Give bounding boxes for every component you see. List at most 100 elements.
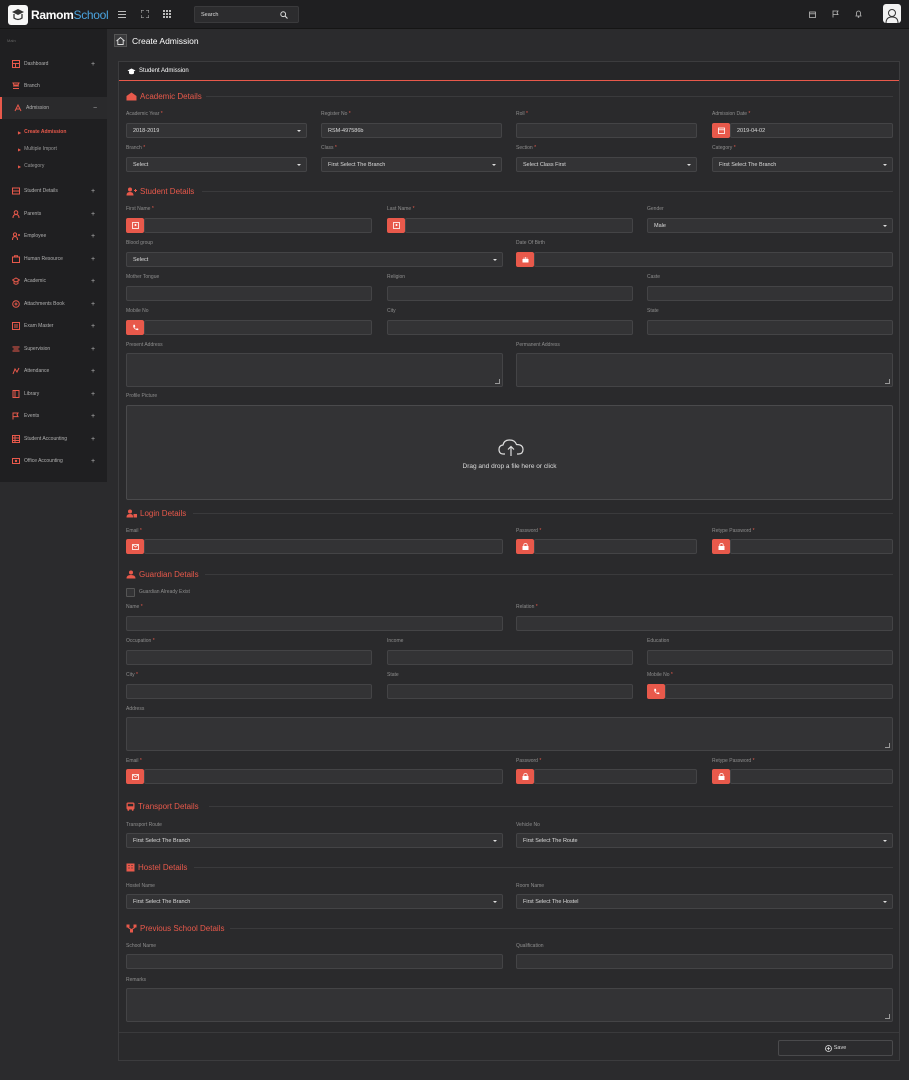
calendar-icon[interactable] xyxy=(712,123,730,138)
avatar[interactable] xyxy=(883,4,901,23)
admission-icon xyxy=(13,104,22,112)
guardian-city-input[interactable] xyxy=(126,684,372,699)
retype-password-input[interactable] xyxy=(730,539,893,554)
search-icon[interactable] xyxy=(280,10,288,19)
guardian-address-textarea[interactable] xyxy=(126,717,893,751)
divider xyxy=(230,928,893,929)
room-name-select[interactable]: First Select The Hostel xyxy=(516,894,893,909)
branch-select[interactable]: Select xyxy=(126,157,307,172)
vehicle-no-select[interactable]: First Select The Route xyxy=(516,833,893,848)
sidebar-item-admission[interactable]: Admission − xyxy=(0,97,107,119)
sidebar-item-parents[interactable]: Parents + xyxy=(0,203,107,225)
search-input[interactable] xyxy=(195,11,280,18)
bus-icon xyxy=(126,802,135,811)
guardian-password-label: Password * xyxy=(516,758,542,764)
class-select[interactable]: First Select The Branch xyxy=(321,157,502,172)
sidebar-item-student-accounting[interactable]: Student Accounting + xyxy=(0,428,107,450)
password-input[interactable] xyxy=(534,539,697,554)
accounting-icon xyxy=(11,435,20,443)
guardian-email-input[interactable] xyxy=(144,769,503,784)
transport-route-select[interactable]: First Select The Branch xyxy=(126,833,503,848)
brand-logo[interactable]: RamomSchool xyxy=(8,4,109,25)
register-no-label: Register No * xyxy=(321,111,351,117)
first-name-input[interactable] xyxy=(144,218,372,233)
search-box xyxy=(194,6,299,23)
remarks-textarea[interactable] xyxy=(126,988,893,1022)
save-button[interactable]: Save xyxy=(778,1040,893,1056)
blood-group-label: Blood group xyxy=(126,240,153,246)
sidebar-item-events[interactable]: Events + xyxy=(0,405,107,427)
guardian-name-input[interactable] xyxy=(126,616,503,631)
roll-label: Roll * xyxy=(516,111,528,117)
panel-header: Student Admission xyxy=(119,62,899,81)
calendar-icon[interactable] xyxy=(805,7,819,21)
home-icon[interactable] xyxy=(114,34,127,47)
qualification-input[interactable] xyxy=(516,954,893,969)
sidebar-item-attendance[interactable]: Attendance + xyxy=(0,360,107,382)
category-select[interactable]: First Select The Branch xyxy=(712,157,893,172)
employee-icon xyxy=(11,232,20,240)
sidebar-sub-category[interactable]: ▶ Category xyxy=(18,163,44,169)
sidebar-item-office-accounting[interactable]: Office Accounting + xyxy=(0,450,107,472)
admission-date-input[interactable]: 2019-04-02 xyxy=(730,123,893,138)
guardian-retype-input[interactable] xyxy=(730,769,893,784)
hostel-name-select[interactable]: First Select The Branch xyxy=(126,894,503,909)
income-input[interactable] xyxy=(387,650,633,665)
guardian-exist-checkbox[interactable] xyxy=(126,588,135,597)
education-input[interactable] xyxy=(647,650,893,665)
guardian-state-input[interactable] xyxy=(387,684,633,699)
sidebar-item-supervision[interactable]: Supervision + xyxy=(0,338,107,360)
fullscreen-icon[interactable] xyxy=(138,7,152,21)
lock-icon xyxy=(516,539,534,554)
sidebar-item-human-resource[interactable]: Human Resource + xyxy=(0,248,107,270)
state-input[interactable] xyxy=(647,320,893,335)
permanent-address-textarea[interactable] xyxy=(516,353,893,387)
relation-input[interactable] xyxy=(516,616,893,631)
sidebar-item-student-details[interactable]: Student Details + xyxy=(0,180,107,202)
present-address-textarea[interactable] xyxy=(126,353,503,387)
guardian-mobile-input[interactable] xyxy=(665,684,893,699)
register-no-input[interactable]: RSM-497586b xyxy=(321,123,502,138)
bell-icon[interactable] xyxy=(851,7,865,21)
dob-input[interactable] xyxy=(534,252,893,267)
sidebar-item-library[interactable]: Library + xyxy=(0,383,107,405)
guardian-email-label: Email * xyxy=(126,758,142,764)
religion-input[interactable] xyxy=(387,286,633,301)
user-plus-icon xyxy=(126,187,137,195)
blood-group-select[interactable]: Select xyxy=(126,252,503,267)
branch-label: Branch * xyxy=(126,145,146,151)
hostel-name-label: Hostel Name xyxy=(126,883,155,889)
income-label: Income xyxy=(387,638,404,644)
sidebar-sub-label: Category xyxy=(24,163,45,169)
caste-input[interactable] xyxy=(647,286,893,301)
guardian-mobile-label: Mobile No * xyxy=(647,672,673,678)
flag-icon[interactable] xyxy=(828,7,842,21)
sidebar-item-academic[interactable]: Academic + xyxy=(0,270,107,292)
expand-icon: + xyxy=(91,345,96,353)
sidebar-item-employee[interactable]: Employee + xyxy=(0,225,107,247)
section-select[interactable]: Select Class First xyxy=(516,157,697,172)
gender-select[interactable]: Male xyxy=(647,218,893,233)
sidebar-item-dashboard[interactable]: Dashboard + xyxy=(0,53,107,75)
school-name-input[interactable] xyxy=(126,954,503,969)
sidebar-item-exam-master[interactable]: Exam Master + xyxy=(0,315,107,337)
menu-icon[interactable] xyxy=(115,7,129,21)
roll-input[interactable] xyxy=(516,123,697,138)
last-name-input[interactable] xyxy=(405,218,633,233)
envelope-icon xyxy=(126,539,144,554)
profile-picture-dropzone[interactable]: Drag and drop a file here or click xyxy=(126,405,893,500)
academic-year-select[interactable]: 2018-2019 xyxy=(126,123,307,138)
mobile-input[interactable] xyxy=(144,320,372,335)
email-input[interactable] xyxy=(144,539,503,554)
sidebar-item-label: Exam Master xyxy=(24,323,54,329)
sidebar-item-branch[interactable]: Branch xyxy=(0,75,107,97)
city-input[interactable] xyxy=(387,320,633,335)
sidebar-item-attachments-book[interactable]: Attachments Book + xyxy=(0,293,107,315)
sidebar-sub-create-admission[interactable]: ▶ Create Admission xyxy=(18,129,66,135)
expand-icon: + xyxy=(91,435,96,443)
occupation-input[interactable] xyxy=(126,650,372,665)
apps-grid-icon[interactable] xyxy=(160,7,174,21)
mother-tongue-input[interactable] xyxy=(126,286,372,301)
guardian-password-input[interactable] xyxy=(534,769,697,784)
sidebar-sub-multiple-import[interactable]: ▶ Multiple Import xyxy=(18,146,57,152)
